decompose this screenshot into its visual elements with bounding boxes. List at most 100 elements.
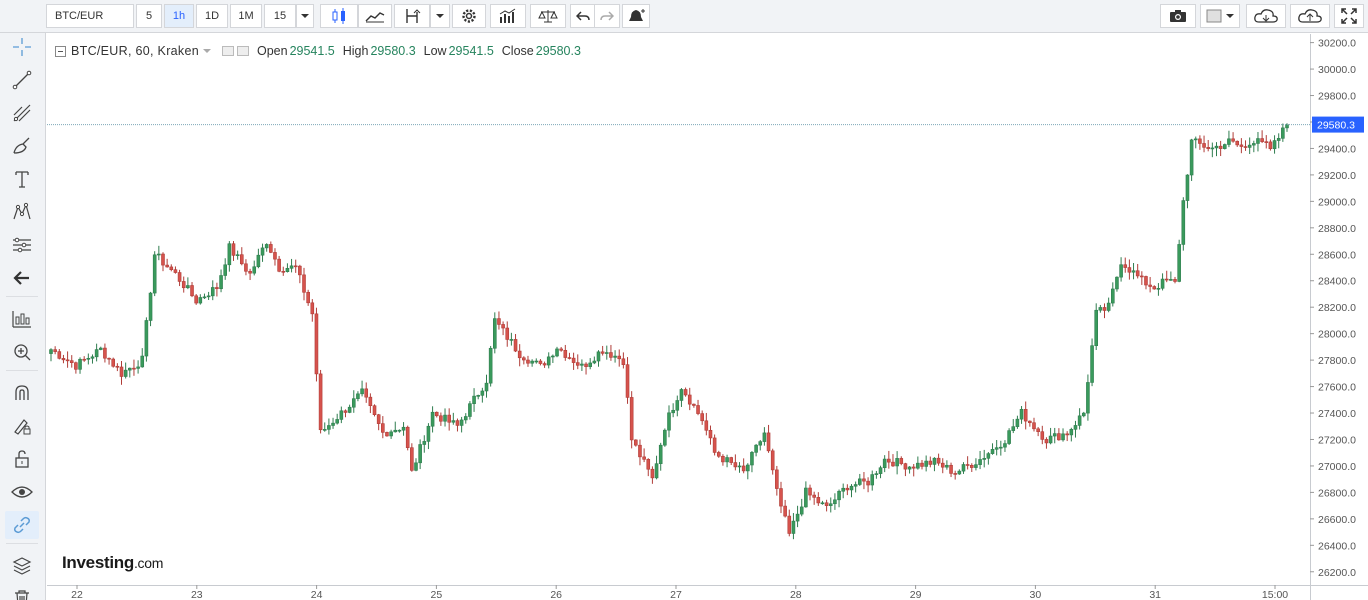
color-theme-button[interactable] xyxy=(1200,4,1240,28)
camera-icon xyxy=(1170,10,1186,22)
candle-down xyxy=(1135,270,1140,277)
y-tick-label: 26400.0 xyxy=(1318,540,1356,552)
interval-1h-label: 1h xyxy=(172,10,186,22)
candle-up xyxy=(1106,302,1111,311)
candle-down xyxy=(1065,433,1069,436)
fullscreen-button[interactable] xyxy=(1334,4,1364,28)
candle-up xyxy=(679,389,684,401)
candle-down xyxy=(231,243,236,256)
candle-down xyxy=(1260,138,1264,142)
candle-up xyxy=(820,502,825,505)
candle-up xyxy=(331,422,335,426)
forecast-tool[interactable] xyxy=(5,231,39,259)
candle-down xyxy=(696,405,700,414)
candle-down xyxy=(1102,307,1107,311)
candle-down xyxy=(1144,276,1148,286)
magnet-tool[interactable] xyxy=(5,379,39,407)
screenshot-button[interactable] xyxy=(1160,4,1196,28)
redo-button[interactable] xyxy=(594,4,620,28)
last-price-label: 29580.3 xyxy=(1317,120,1355,132)
candle-down xyxy=(132,367,136,370)
brush-tool[interactable] xyxy=(5,132,39,160)
y-tick-label: 30000.0 xyxy=(1318,64,1356,76)
candle-up xyxy=(152,254,157,294)
trash-icon xyxy=(15,590,29,600)
last-price-tag xyxy=(1312,116,1364,133)
measure-tool[interactable] xyxy=(5,305,39,333)
interval-dropdown-button[interactable] xyxy=(296,4,314,28)
candle-up xyxy=(252,266,257,274)
sync-drawings-toggle[interactable] xyxy=(5,511,39,539)
interval-1d-button[interactable]: 1D xyxy=(196,4,228,28)
candle-down xyxy=(899,458,904,464)
candle-up xyxy=(675,400,680,411)
visibility-toggle[interactable] xyxy=(5,478,39,506)
candle-up xyxy=(1247,144,1252,148)
indicators-dropdown-button[interactable] xyxy=(430,4,450,28)
symbol-search-input[interactable]: BTC/EUR xyxy=(46,4,134,28)
interval-1m-button[interactable]: 1M xyxy=(230,4,262,28)
candle-up xyxy=(994,447,999,450)
candle-down xyxy=(642,456,646,460)
candle-down xyxy=(787,515,792,534)
y-tick-label: 28600.0 xyxy=(1318,249,1356,261)
histogram-button[interactable] xyxy=(490,4,526,28)
candle-up xyxy=(658,444,663,464)
candle-down xyxy=(177,272,182,282)
link-icon xyxy=(14,516,30,534)
candle-down xyxy=(501,324,505,329)
pattern-tool[interactable] xyxy=(5,198,39,226)
chevron-down-icon[interactable] xyxy=(202,47,212,55)
unlock-tool[interactable] xyxy=(5,445,39,473)
candle-up xyxy=(223,264,227,276)
legend-hide-icon[interactable] xyxy=(236,46,249,56)
load-layout-button[interactable] xyxy=(1246,4,1286,28)
undo-button[interactable] xyxy=(570,4,596,28)
y-tick-label: 29800.0 xyxy=(1318,91,1356,103)
candle-up xyxy=(555,348,559,357)
hide-toolbar-button[interactable] xyxy=(5,264,39,292)
alert-button[interactable] xyxy=(622,4,650,28)
legend-settings-icon[interactable] xyxy=(221,46,234,56)
price-chart[interactable]: 26200.0 26400.0 26600.0 26800.0 27000.0 27200… xyxy=(47,34,1368,600)
chart-pane[interactable]: 26200.0 26400.0 26600.0 26800.0 27000.0 27200… xyxy=(47,34,1368,600)
lock-drawing-tool[interactable] xyxy=(5,412,39,440)
candle-up xyxy=(1169,279,1173,281)
indicators-button[interactable] xyxy=(394,4,430,28)
fib-tool[interactable] xyxy=(5,99,39,127)
collapse-legend-icon[interactable] xyxy=(55,45,66,57)
candle-down xyxy=(1057,433,1061,441)
interval-1h-button[interactable]: 1h xyxy=(164,4,194,28)
interval-5-button[interactable]: 5 xyxy=(136,4,162,28)
candle-up xyxy=(360,388,364,395)
candle-up xyxy=(945,464,949,468)
object-tree-button[interactable] xyxy=(5,552,39,580)
delete-drawings-button[interactable] xyxy=(5,585,39,600)
text-tool[interactable] xyxy=(5,165,39,193)
candle-down xyxy=(704,420,709,431)
candle-down xyxy=(306,291,310,304)
candle-up xyxy=(758,441,763,446)
candle-down xyxy=(808,487,812,496)
candle-up xyxy=(982,458,987,460)
candle-down xyxy=(940,462,945,468)
save-layout-button[interactable] xyxy=(1290,4,1330,28)
candle-up xyxy=(401,426,406,431)
settings-button[interactable] xyxy=(452,4,486,28)
trendline-tool[interactable] xyxy=(5,66,39,94)
zoom-tool[interactable] xyxy=(5,338,39,366)
crosshair-tool[interactable] xyxy=(5,33,39,61)
interval-15-button[interactable]: 15 xyxy=(264,4,296,28)
x-tick-label: 30 xyxy=(1030,589,1042,600)
candle-up xyxy=(725,457,729,463)
legend-symbol[interactable]: BTC/EUR, 60, Kraken xyxy=(71,44,199,58)
chart-type-candles-button[interactable] xyxy=(320,4,358,28)
compare-button[interactable] xyxy=(530,4,566,28)
candle-up xyxy=(480,390,485,396)
candle-down xyxy=(318,373,323,431)
candle-down xyxy=(775,469,779,489)
candle-up xyxy=(1156,287,1161,290)
candle-up xyxy=(857,478,862,485)
candle-down xyxy=(161,253,165,266)
line-chart-button[interactable] xyxy=(358,4,392,28)
